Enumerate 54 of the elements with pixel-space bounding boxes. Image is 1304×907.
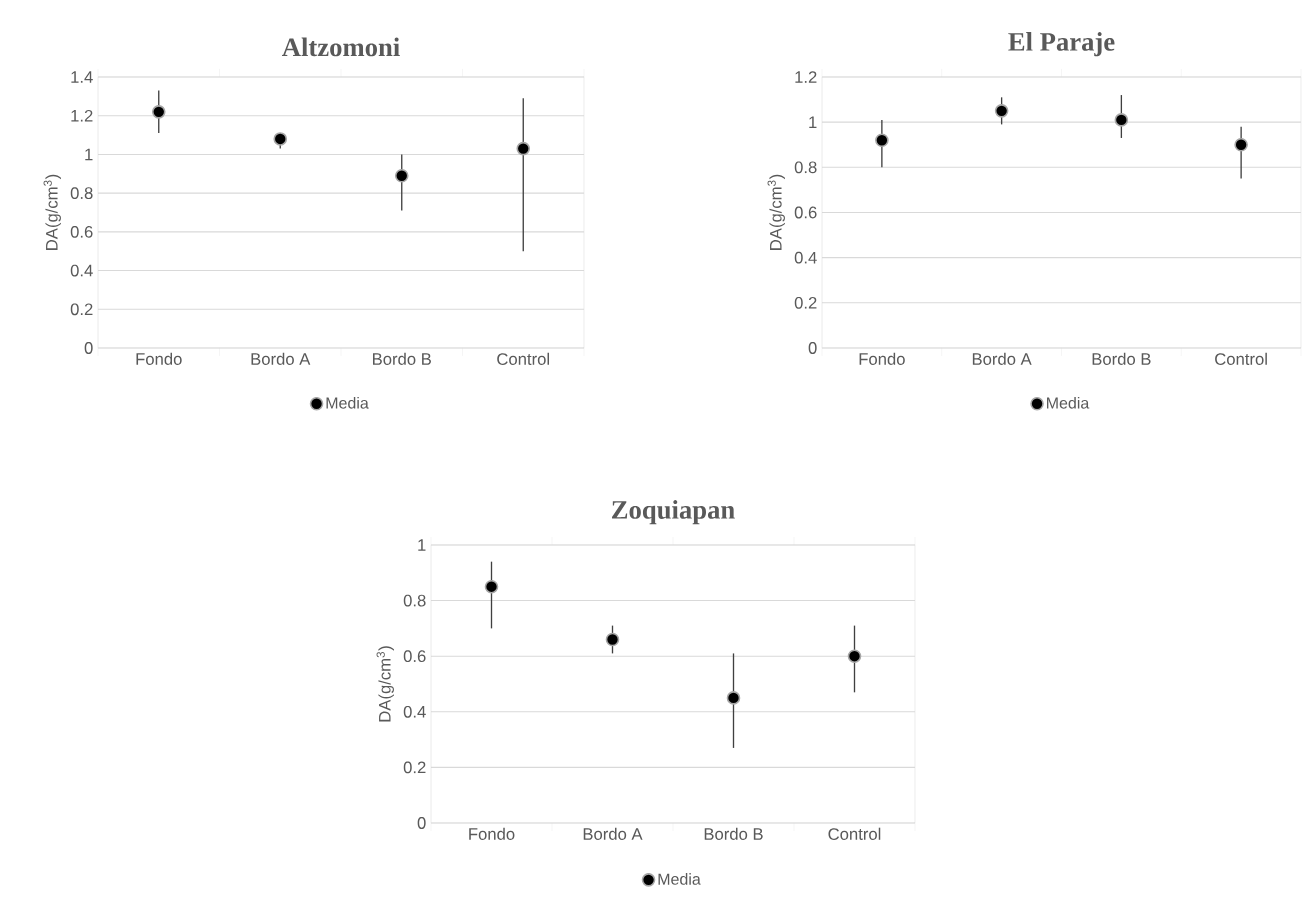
y-tick-label: 1 bbox=[85, 148, 93, 161]
x-tick-label: Bordo B bbox=[704, 827, 763, 840]
y-tick-label: 1.2 bbox=[795, 71, 817, 83]
y-tick-label: 0.8 bbox=[70, 187, 93, 200]
y-tick-label: 0.4 bbox=[794, 251, 817, 264]
y-tick-label: 0 bbox=[84, 342, 93, 354]
point bbox=[726, 691, 741, 705]
y-axis-title: DA(g/cm$^{3}$) bbox=[43, 174, 61, 250]
point bbox=[1114, 113, 1129, 127]
x-tick-label: Bordo A bbox=[583, 827, 643, 840]
x-tick-label: Control bbox=[497, 352, 549, 365]
x-tick-label: Bordo B bbox=[1092, 352, 1151, 365]
x-tick-label: Bordo A bbox=[972, 352, 1032, 365]
point bbox=[1234, 137, 1248, 152]
point bbox=[484, 579, 499, 594]
y-tick-label: 0.6 bbox=[70, 225, 93, 238]
y-tick-label: 1 bbox=[418, 539, 426, 551]
point bbox=[605, 632, 620, 647]
legend-label: Media bbox=[658, 873, 701, 885]
x-tick-label: Control bbox=[1215, 352, 1267, 365]
y-tick-label: 0.6 bbox=[794, 206, 817, 219]
y-tick-label: 0 bbox=[417, 817, 426, 829]
y-tick-label: 0.2 bbox=[70, 303, 93, 316]
y-tick-label: 0.2 bbox=[794, 296, 817, 309]
chart-title: Zoquiapan bbox=[612, 500, 735, 525]
chart-title: El Paraje bbox=[1008, 32, 1115, 57]
x-tick-label: Bordo B bbox=[373, 352, 431, 365]
y-tick-label: 0.4 bbox=[403, 705, 426, 718]
point bbox=[151, 105, 166, 119]
x-tick-label: Fondo bbox=[136, 352, 182, 365]
point bbox=[847, 649, 862, 663]
point bbox=[875, 133, 889, 148]
y-tick-label: 1 bbox=[809, 116, 817, 128]
y-tick-label: 0 bbox=[808, 342, 817, 354]
y-axis-title: DA(g/cm$^{3}$) bbox=[767, 174, 785, 250]
y-axis-title: DA(g/cm$^{3}$) bbox=[376, 646, 394, 722]
y-tick-label: 0.6 bbox=[403, 650, 426, 663]
chart-title: Altzomoni bbox=[282, 37, 400, 57]
y-tick-label: 0.8 bbox=[403, 594, 426, 607]
legend-label: Media bbox=[1047, 396, 1090, 409]
y-tick-label: 0.2 bbox=[403, 761, 426, 774]
point bbox=[516, 141, 531, 156]
point bbox=[994, 104, 1009, 118]
y-tick-label: 1.4 bbox=[71, 71, 93, 83]
y-tick-label: 0.8 bbox=[794, 161, 817, 174]
legend-label: Media bbox=[326, 396, 369, 409]
x-tick-label: Fondo bbox=[859, 352, 905, 365]
point bbox=[394, 168, 409, 183]
x-tick-label: Fondo bbox=[469, 827, 515, 840]
point bbox=[273, 132, 288, 146]
x-tick-label: Control bbox=[828, 827, 881, 840]
y-tick-label: 1.2 bbox=[71, 109, 93, 122]
x-tick-label: Bordo A bbox=[251, 352, 311, 365]
y-tick-label: 0.4 bbox=[70, 264, 93, 277]
